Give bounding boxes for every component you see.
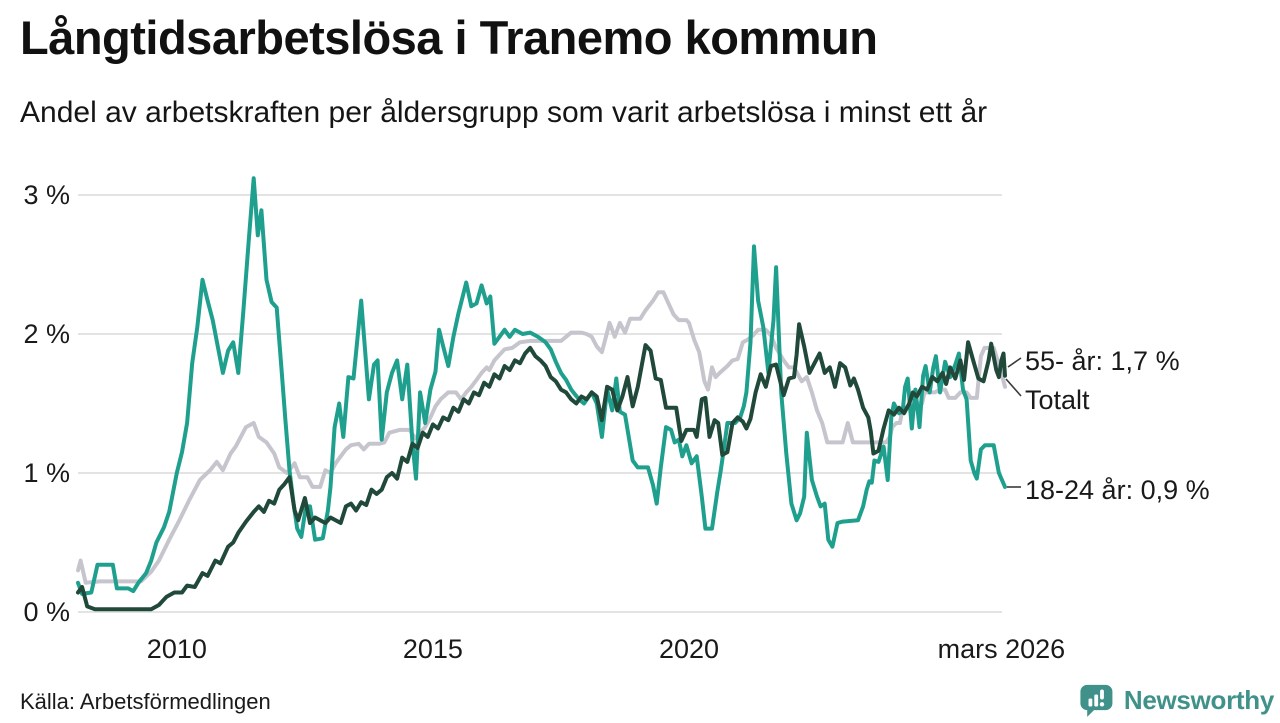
x-axis-tick-label-2020: 2020	[658, 634, 720, 664]
y-axis-tick-label-2: 2 %	[23, 319, 70, 349]
series-end-label-55-ar: 55- år: 1,7 %	[1025, 346, 1180, 376]
source-attribution: Källa: Arbetsförmedlingen	[20, 689, 271, 714]
page-title: Långtidsarbetslösa i Tranemo kommun	[20, 11, 878, 64]
y-axis-tick-label-1: 1 %	[23, 458, 70, 488]
x-axis-tick-label-2010: 2010	[146, 634, 207, 664]
x-axis-tick-label-mars-2026: mars 2026	[937, 634, 1066, 664]
newsworthy-wordmark: Newsworthy	[1123, 684, 1274, 715]
y-axis-tick-label-3: 3 %	[23, 180, 70, 210]
page-subtitle: Andel av arbetskraften per åldersgrupp s…	[20, 96, 988, 129]
series-end-label-18-24-ar: 18-24 år: 0,9 %	[1025, 475, 1210, 505]
series-line-55	[76, 322, 1007, 612]
x-axis-tick-label-2015: 2015	[402, 634, 463, 664]
leader-line-55-ar	[1007, 357, 1022, 368]
bar-chart-speech-bubble-icon	[1079, 682, 1115, 718]
series-line-1824	[76, 176, 1007, 596]
newsworthy-logo: Newsworthy	[1079, 682, 1274, 718]
y-axis-tick-label-0: 0 %	[23, 597, 70, 627]
series-end-label-totalt: Totalt	[1025, 385, 1090, 415]
leader-line-totalt	[1005, 378, 1022, 397]
